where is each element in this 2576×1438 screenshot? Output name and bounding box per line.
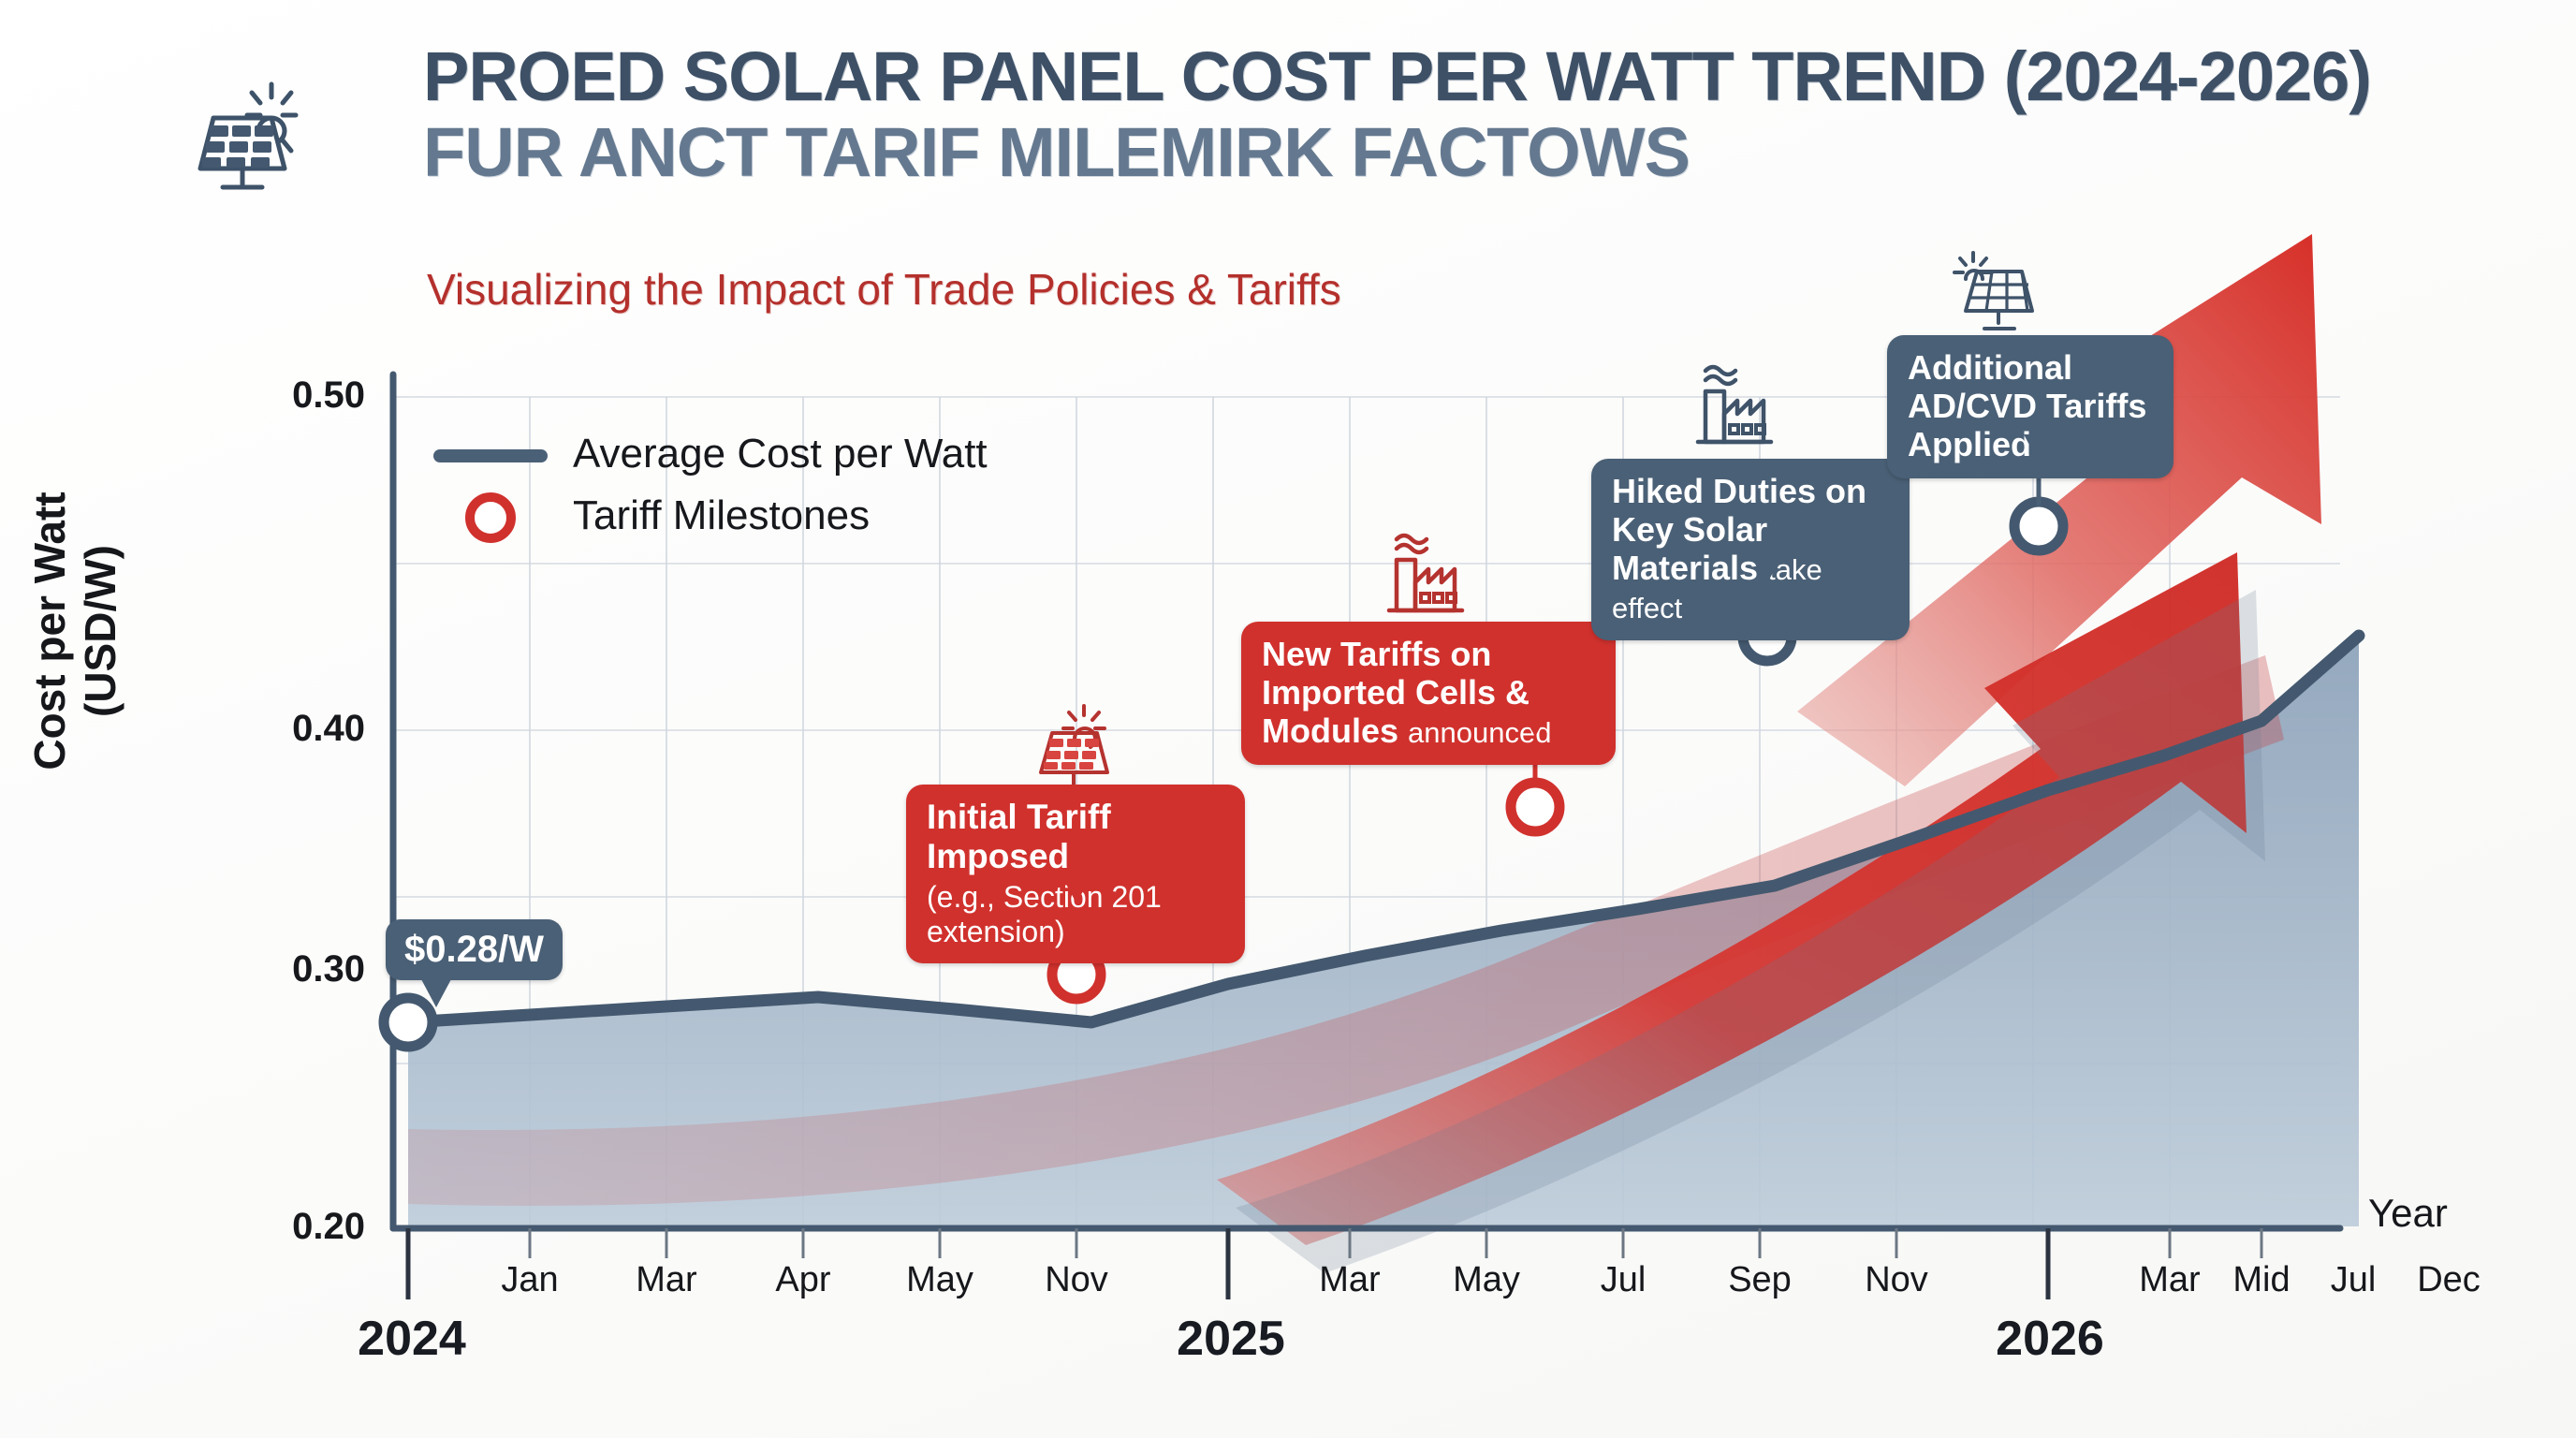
year-label-2025: 2025 [1177, 1312, 1285, 1366]
x-axis-ticks [528, 1228, 2263, 1258]
annotation-hiked-duties-title: Hiked Duties on Key Solar Materials [1612, 472, 1867, 588]
trend-band [408, 655, 2284, 1206]
title-line-1: PROED SOLAR PANEL COST PER WATT TREND (2… [423, 37, 2372, 115]
y-tick-030: 0.30 [292, 948, 365, 990]
x-tick-mid-2026: Mid [2232, 1260, 2291, 1299]
annotation-initial-tariff-tail [1061, 875, 1091, 903]
x-tick-may-2024: May [906, 1260, 973, 1299]
milestone-marker-start[interactable] [378, 992, 438, 1052]
annotation-initial-tariff-sub: (e.g., Section 201 extension) [927, 880, 1162, 948]
x-tick-jan-2024: Jan [501, 1260, 559, 1299]
year-label-2024: 2024 [358, 1312, 466, 1366]
milestone-marker-new-tariffs[interactable] [1505, 777, 1565, 837]
annotation-hiked-duties-tail [1752, 555, 1782, 583]
upward-trend-arrow-inner-shadow [1236, 590, 2265, 1273]
annotation-initial-tariff-title: Initial Tariff Imposed [927, 798, 1111, 876]
solar-panel-icon-additional-adcvd [1945, 242, 2048, 349]
year-separators [405, 1228, 2051, 1299]
annotation-new-tariffs[interactable]: New Tariffs on Imported Cells & Modules … [1241, 622, 1616, 766]
x-tick-mar-2024: Mar [636, 1260, 697, 1299]
x-tick-jul-2025: Jul [1600, 1260, 1647, 1299]
annotation-additional-adcvd-title: Additional AD/CVD Tariffs Applied [1908, 348, 2147, 464]
page-subtitle: Visualizing the Impact of Trade Policies… [427, 265, 1341, 314]
x-tick-apr-2024: Apr [775, 1260, 831, 1299]
title-line-2: FUR ANCT TARIF MILEMIRK FACTOWS [423, 113, 1690, 192]
annotation-additional-adcvd-tail [2024, 434, 2054, 462]
upward-trend-arrow-inner [1217, 552, 2247, 1245]
x-tick-mar-2025: Mar [1319, 1260, 1381, 1299]
y-axis-title: Cost per Watt (USD/W) [25, 492, 124, 770]
annotation-new-tariffs-title: New Tariffs on Imported Cells & Modules [1262, 635, 1530, 751]
x-axis-title: Year [2368, 1191, 2448, 1235]
x-tick-nov-2025: Nov [1865, 1260, 1928, 1299]
annotation-new-tariffs-tail [1520, 709, 1550, 737]
cost-line [402, 629, 2365, 1029]
solar-panel-icon [185, 73, 326, 204]
year-label-2026: 2026 [1996, 1312, 2104, 1366]
x-tick-mar-2026: Mar [2139, 1260, 2201, 1299]
legend-label-tariff-milestones[interactable]: Tariff Milestones [573, 492, 871, 538]
x-tick-may-2025: May [1453, 1260, 1520, 1299]
annotation-hiked-duties[interactable]: Hiked Duties on Key Solar Materials take… [1591, 459, 1910, 641]
factory-icon-new-tariffs [1376, 526, 1479, 634]
area-fill [408, 636, 2359, 1226]
milestone-markers[interactable] [378, 496, 2069, 1052]
legend-label-average-cost[interactable]: Average Cost per Watt [573, 431, 988, 477]
y-tick-040: 0.40 [292, 708, 365, 749]
x-tick-nov-2024: Nov [1045, 1260, 1108, 1299]
axis-lines [389, 371, 2344, 1232]
factory-icon-hiked-duties [1685, 358, 1788, 465]
legend-circle-swatch [465, 492, 516, 543]
x-tick-jul-2026: Jul [2330, 1260, 2377, 1299]
data-point-label-tail [421, 979, 451, 1007]
milestone-marker-additional-adcvd[interactable] [2009, 496, 2069, 556]
x-tick-sep-2025: Sep [1728, 1260, 1792, 1299]
data-point-label-start: $0.28/W [386, 919, 563, 980]
chart-legend [433, 449, 548, 543]
page-title: PROED SOLAR PANEL COST PER WATT TREND (2… [423, 41, 2482, 188]
x-tick-dec-2026: Dec [2417, 1260, 2481, 1299]
annotation-initial-tariff[interactable]: Initial Tariff Imposed (e.g., Section 20… [906, 785, 1245, 964]
y-tick-020: 0.20 [292, 1206, 365, 1247]
y-tick-050: 0.50 [292, 374, 365, 416]
